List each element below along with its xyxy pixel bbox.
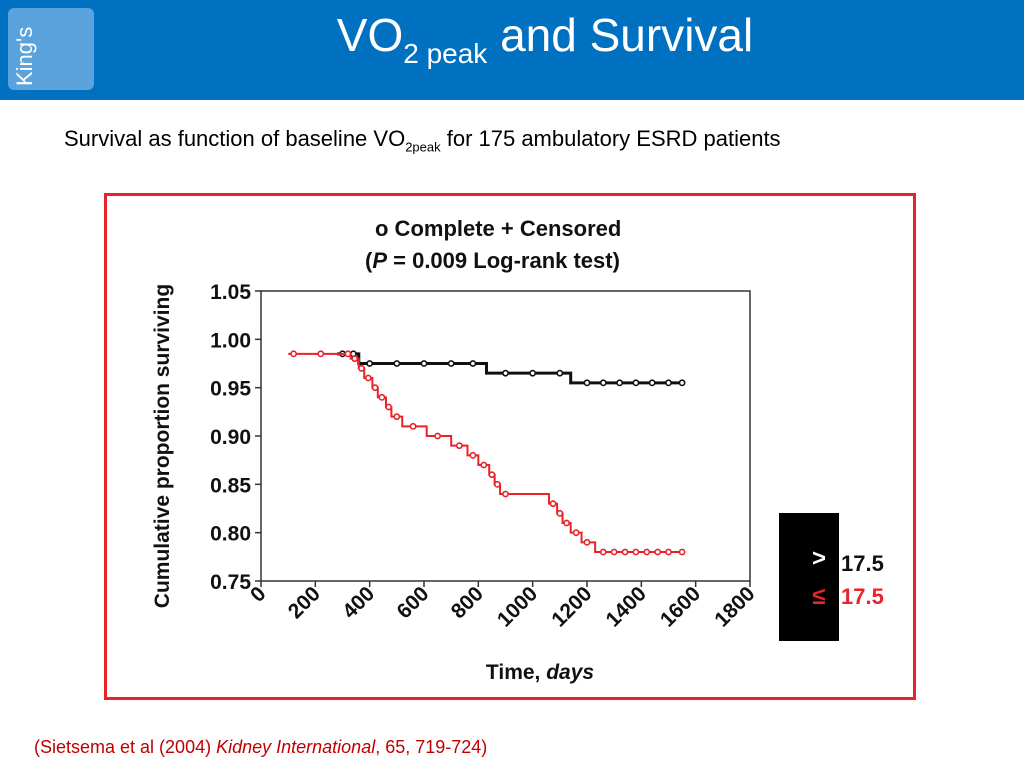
y-axis-label: Cumulative proportion surviving <box>151 284 174 608</box>
x-tick-label: 1200 <box>547 582 596 631</box>
y-tick-label: 0.95 <box>210 378 251 401</box>
series-marker-1 <box>385 403 393 411</box>
series-marker-1 <box>621 548 629 556</box>
chart-subtitle-post: = 0.009 Log-rank test) <box>387 248 620 273</box>
series-marker-1 <box>610 548 618 556</box>
title-main: VO <box>336 9 404 61</box>
citation-pre: (Sietsema et al (2004) <box>34 737 217 757</box>
x-tick-label: 1600 <box>656 582 705 631</box>
plot-area <box>260 290 751 582</box>
series-marker-1 <box>409 422 417 430</box>
series-marker-1 <box>317 350 325 358</box>
series-marker-1 <box>393 413 401 421</box>
slide-title: VO2 peak and Survival <box>0 8 1024 69</box>
series-marker-0 <box>583 379 591 387</box>
x-tick-label: 200 <box>284 582 325 623</box>
series-marker-1 <box>469 451 477 459</box>
chart-subtitle-p: P <box>372 248 387 273</box>
series-marker-1 <box>572 529 580 537</box>
series-marker-1 <box>455 442 463 450</box>
x-tick-label: 600 <box>392 582 433 623</box>
x-tick-label: 1400 <box>602 582 651 631</box>
x-axis-label: Time, days <box>486 661 594 684</box>
series-marker-1 <box>364 374 372 382</box>
series-marker-0 <box>366 360 374 367</box>
series-group <box>288 350 686 556</box>
y-tick-label: 0.75 <box>210 571 251 594</box>
legend-box <box>779 513 839 641</box>
title-subscript: 2 peak <box>403 38 488 69</box>
series-marker-1 <box>583 538 591 546</box>
series-marker-1 <box>290 350 297 358</box>
series-marker-1 <box>371 384 379 392</box>
series-marker-0 <box>632 379 640 387</box>
x-tick-label: 1000 <box>493 582 542 631</box>
survival-chart: o Complete + Censored (P = 0.009 Log-ran… <box>151 216 760 684</box>
series-marker-1 <box>599 548 607 556</box>
y-tick-label: 0.90 <box>210 426 251 449</box>
series-marker-0 <box>665 379 672 387</box>
series-marker-1 <box>493 480 501 488</box>
y-tick-label: 1.05 <box>210 281 251 304</box>
series-marker-0 <box>529 369 537 377</box>
x-tick-label: 800 <box>447 582 488 623</box>
series-marker-0 <box>502 369 509 377</box>
series-line-0 <box>337 352 685 385</box>
chart-title: o Complete + Censored <box>375 216 621 241</box>
chart-subtitle: (P = 0.009 Log-rank test) <box>365 248 620 273</box>
series-marker-1 <box>549 500 557 508</box>
series-marker-1 <box>344 350 352 358</box>
series-marker-0 <box>469 360 477 367</box>
series-marker-1 <box>358 364 365 372</box>
y-tick-label: 0.80 <box>210 523 251 546</box>
title-banner: King's VO2 peak and Survival <box>0 0 1024 100</box>
series-marker-0 <box>678 379 686 387</box>
series-marker-1 <box>502 490 509 498</box>
series-marker-1 <box>434 432 441 440</box>
series-marker-0 <box>599 379 607 387</box>
citation-post: , 65, 719-724) <box>375 737 488 757</box>
x-axis-label-unit: days <box>546 661 594 684</box>
series-marker-0 <box>393 360 401 367</box>
subtitle-post: for 175 ambulatory ESRD patients <box>440 126 781 151</box>
series-marker-1 <box>480 461 488 469</box>
series-marker-0 <box>616 379 623 387</box>
chart-subtitle-pre: ( <box>365 248 373 273</box>
series-marker-0 <box>447 360 455 367</box>
series-marker-1 <box>378 393 386 401</box>
title-rest: and Survival <box>487 9 754 61</box>
subtitle-pre: Survival as function of baseline VO <box>64 126 406 151</box>
legend: > 17.5 ≤ 17.5 <box>812 545 884 610</box>
y-ticks: 1.05 1.00 0.95 0.90 0.85 0.80 0.75 <box>210 281 261 594</box>
citation-journal: Kidney International <box>216 737 376 757</box>
legend-label-below: 17.5 <box>841 584 884 609</box>
x-axis-label-text: Time, <box>486 661 546 684</box>
y-tick-label: 1.00 <box>210 329 251 352</box>
x-tick-label: 0 <box>246 582 271 607</box>
series-marker-1 <box>665 548 672 556</box>
kings-logo: King's <box>8 8 94 90</box>
slide-subtitle: Survival as function of baseline VO2peak… <box>64 126 781 154</box>
x-ticks: 0 200 400 600 800 1000 1200 1400 1600 1800 <box>246 581 760 632</box>
series-marker-1 <box>556 509 564 517</box>
series-marker-0 <box>420 360 428 367</box>
legend-symbol-below: ≤ <box>812 583 825 610</box>
citation: (Sietsema et al (2004) Kidney Internatio… <box>34 737 487 758</box>
series-line-1 <box>288 352 685 553</box>
x-tick-label: 1800 <box>710 582 759 631</box>
series-marker-0 <box>556 369 564 377</box>
series-marker-1 <box>563 519 571 527</box>
subtitle-subscript: 2peak <box>405 139 441 155</box>
series-marker-1 <box>351 355 359 363</box>
series-marker-0 <box>648 379 656 387</box>
series-marker-1 <box>678 548 686 556</box>
series-marker-1 <box>643 548 651 556</box>
series-marker-1 <box>654 548 662 556</box>
legend-label-above: 17.5 <box>841 551 884 576</box>
legend-symbol-above: > <box>812 545 826 572</box>
y-tick-label: 0.85 <box>210 474 251 497</box>
series-marker-1 <box>632 548 640 556</box>
x-tick-label: 400 <box>338 582 379 623</box>
series-marker-1 <box>488 471 496 479</box>
